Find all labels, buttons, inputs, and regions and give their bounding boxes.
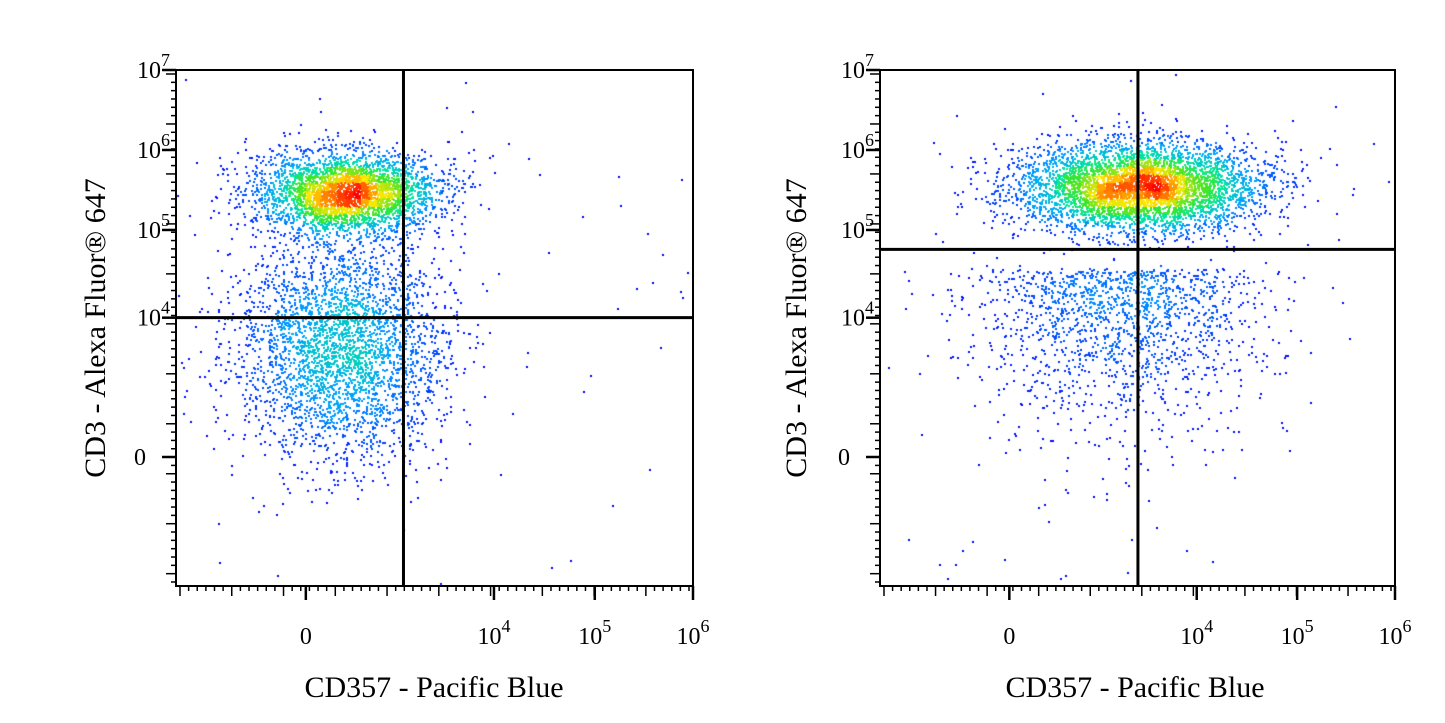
x-tick-label: 104 [1180, 616, 1213, 650]
x-tick-label: 106 [677, 616, 710, 650]
y-tick-label: 105 [137, 210, 170, 244]
x-tick-label: 106 [1379, 616, 1412, 650]
y-tick-label: 106 [137, 130, 170, 164]
y-tick-label: 0 [838, 445, 850, 471]
x-axis-title: CD357 - Pacific Blue [1005, 671, 1264, 704]
x-tick-label: 0 [300, 624, 312, 650]
y-axis-title: CD3 - Alexa Fluor® 647 [79, 178, 112, 477]
y-tick-label: 105 [841, 210, 874, 244]
x-tick-label: 105 [1281, 616, 1314, 650]
y-tick-label: 106 [841, 130, 874, 164]
y-tick-label: 107 [841, 50, 874, 84]
dot-plot-right: 0 104 105 106 0 104 105 106 107 CD357 - Pacific … [780, 50, 1412, 704]
x-tick-label: 104 [477, 616, 510, 650]
y-axis-title: CD3 - Alexa Fluor® 647 [780, 178, 813, 477]
dot-plot-left: 0 104 105 106 0 104 105 106 107 CD357 - Pacific … [79, 50, 710, 704]
y-tick-label: 107 [137, 50, 170, 84]
y-tick-label: 0 [134, 445, 146, 471]
y-tick-label: 104 [137, 298, 170, 332]
y-tick-label: 104 [841, 298, 874, 332]
x-tick-label: 0 [1003, 624, 1015, 650]
x-axis-title: CD357 - Pacific Blue [304, 671, 563, 704]
x-tick-label: 105 [578, 616, 611, 650]
plot-area-left [176, 70, 693, 586]
plot-frame [175, 69, 694, 587]
